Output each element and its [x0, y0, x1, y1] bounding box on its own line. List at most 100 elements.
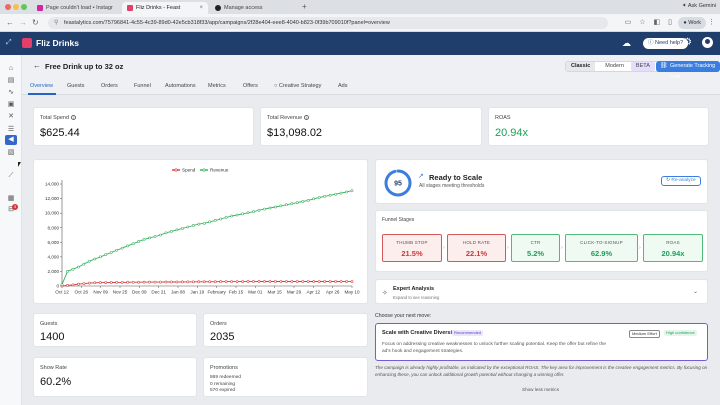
user-avatar-icon[interactable]: [702, 37, 713, 48]
instagram-favicon-icon: [37, 5, 43, 11]
campaigns-icon[interactable]: ◀: [5, 135, 17, 145]
chevron-down-icon[interactable]: ⌄: [693, 289, 699, 295]
tab-automations[interactable]: Automations: [165, 83, 196, 89]
info-icon[interactable]: i: [71, 115, 77, 121]
data-point-spend: [263, 280, 266, 283]
notification-badge: 3: [12, 204, 18, 210]
data-point-revenue: [60, 283, 64, 286]
tab-offers[interactable]: Offers: [243, 83, 258, 89]
store-icon[interactable]: ▦: [7, 195, 15, 202]
media-icon[interactable]: ▧: [7, 149, 15, 156]
tools-icon[interactable]: ✕: [8, 113, 14, 120]
data-point-revenue: [323, 195, 327, 198]
revenue-spend-chart: 0 2,000 4,000 6,000 8,000 10,000 12,000 14,000 O…: [33, 159, 368, 304]
roas-value: 20.94x: [495, 127, 529, 139]
guests-label: Guests: [40, 321, 58, 327]
tab-metrics[interactable]: Metrics: [208, 83, 226, 89]
data-point-revenue: [290, 202, 294, 206]
url-bar[interactable]: ⚲ feastalytics.com/75796841-4c55-4c39-89…: [48, 17, 608, 29]
gear-icon[interactable]: ⚙: [683, 37, 692, 48]
recommendation-title: Scale with Creative Diversity: [382, 330, 457, 336]
data-point-revenue: [197, 222, 201, 226]
close-tab-icon[interactable]: ×: [199, 5, 203, 11]
data-point-revenue: [350, 189, 354, 192]
ask-gemini-button[interactable]: ✦ Ask Gemini: [682, 3, 716, 9]
home-icon[interactable]: ⌂: [8, 65, 14, 72]
expert-analysis-panel[interactable]: ✧ Expert Analysis Expand to see reasonin…: [375, 279, 708, 304]
show-less-metrics-button[interactable]: Show less metrics: [522, 387, 560, 392]
data-point-spend: [328, 280, 332, 283]
data-point-spend: [197, 280, 201, 284]
x-tick-label: Nov 09: [93, 290, 108, 295]
next-move-label: Choose your next move:: [375, 313, 432, 319]
profile-chip[interactable]: ● Work: [678, 17, 706, 29]
promotions-breakdown: 869 redeemed 0 remaining 570 expired: [210, 375, 241, 395]
browser-tab-feast[interactable]: Fliz Drinks - Feast ×: [122, 2, 208, 14]
show-rate-label: Show Rate: [40, 365, 67, 371]
data-point-spend: [274, 280, 277, 283]
tab-funnel[interactable]: Funnel: [134, 83, 151, 89]
y-tick-label: 12,000: [45, 196, 59, 201]
data-point-spend: [98, 281, 102, 285]
recommendation-card[interactable]: Scale with Creative Diversity Recommende…: [375, 323, 708, 361]
data-point-revenue: [312, 197, 316, 201]
notifications-icon[interactable]: ⊟: [8, 206, 14, 213]
data-point-spend: [213, 280, 217, 284]
data-point-revenue: [98, 255, 102, 259]
orders-label: Orders: [210, 321, 227, 327]
tab-orders[interactable]: Orders: [101, 83, 118, 89]
browser-tab-instagram[interactable]: Page couldn't load • Instagr: [32, 2, 120, 14]
tab-ads[interactable]: Ads: [338, 83, 348, 89]
expand-nav-icon[interactable]: ⤢: [6, 39, 12, 46]
sidepanel-icon[interactable]: ▯: [668, 19, 672, 26]
data-point-revenue: [213, 219, 217, 222]
data-point-revenue: [131, 242, 135, 246]
data-point-spend: [142, 280, 146, 284]
classic-view-button[interactable]: Classic: [566, 62, 596, 71]
tab-guests[interactable]: Guests: [67, 83, 85, 89]
modern-view-button[interactable]: Modern BETA: [595, 62, 660, 71]
new-tab-button[interactable]: +: [302, 2, 307, 11]
re-analyze-button[interactable]: ↻ Re-analyze: [661, 176, 701, 186]
contacts-icon[interactable]: ▣: [7, 101, 15, 108]
need-help-button[interactable]: ⓘ Need help?: [643, 38, 689, 49]
trend-nav-icon[interactable]: ⟋: [8, 172, 14, 179]
extension-icon[interactable]: ◧: [653, 19, 661, 26]
data-point-spend: [120, 280, 124, 284]
bookmark-star-icon[interactable]: ☆: [639, 19, 646, 26]
x-tick-label: Apr 26: [326, 290, 340, 295]
minimize-window-button[interactable]: [13, 4, 19, 10]
analytics-icon[interactable]: ∿: [8, 89, 14, 96]
cast-icon[interactable]: ▭: [624, 19, 632, 26]
help-mascot-icon[interactable]: ☁: [622, 38, 631, 48]
tab-overview[interactable]: Overview: [30, 83, 53, 89]
browser-menu-icon[interactable]: ⋮: [708, 19, 715, 26]
tab-creative-strategy[interactable]: ○ Creative Strategy: [274, 83, 321, 89]
maximize-window-button[interactable]: [21, 4, 27, 10]
brand-name: Fliz Drinks: [36, 38, 79, 48]
inbox-icon[interactable]: ▤: [7, 77, 15, 84]
back-arrow-icon[interactable]: ←: [33, 61, 41, 70]
funnel-stages-card: Funnel Stages THUMB STOP 21.5% › HOLD RA…: [375, 210, 708, 272]
tab-title: Fliz Drinks - Feast: [136, 5, 181, 11]
browser-tab-manage-access[interactable]: Manage access: [210, 2, 298, 14]
data-point-revenue: [268, 206, 272, 210]
data-point-revenue: [219, 217, 223, 221]
ready-subtitle: All stages meeting thresholds: [419, 183, 485, 189]
data-point-spend: [339, 280, 343, 283]
list-icon[interactable]: ☰: [7, 126, 15, 133]
info-icon[interactable]: i: [304, 115, 310, 121]
data-point-revenue: [159, 233, 162, 237]
y-tick-label: 6,000: [48, 240, 60, 245]
forward-nav-icon[interactable]: →: [19, 18, 27, 27]
overview-content: Total Spend i $625.44 Total Revenue i $13,…: [22, 95, 720, 405]
data-point-revenue: [224, 216, 228, 219]
data-point-revenue: [77, 265, 80, 269]
stage-ctr: CTR 5.2%: [511, 234, 560, 262]
back-nav-icon[interactable]: ←: [6, 18, 14, 27]
site-info-icon[interactable]: ⚲: [54, 20, 59, 26]
reload-icon[interactable]: ↻: [32, 18, 39, 27]
generate-tracking-link-button[interactable]: ⛓ Generate Tracking Link: [656, 61, 720, 80]
close-window-button[interactable]: [5, 4, 11, 10]
x-tick-label: Dec 09: [132, 290, 147, 295]
